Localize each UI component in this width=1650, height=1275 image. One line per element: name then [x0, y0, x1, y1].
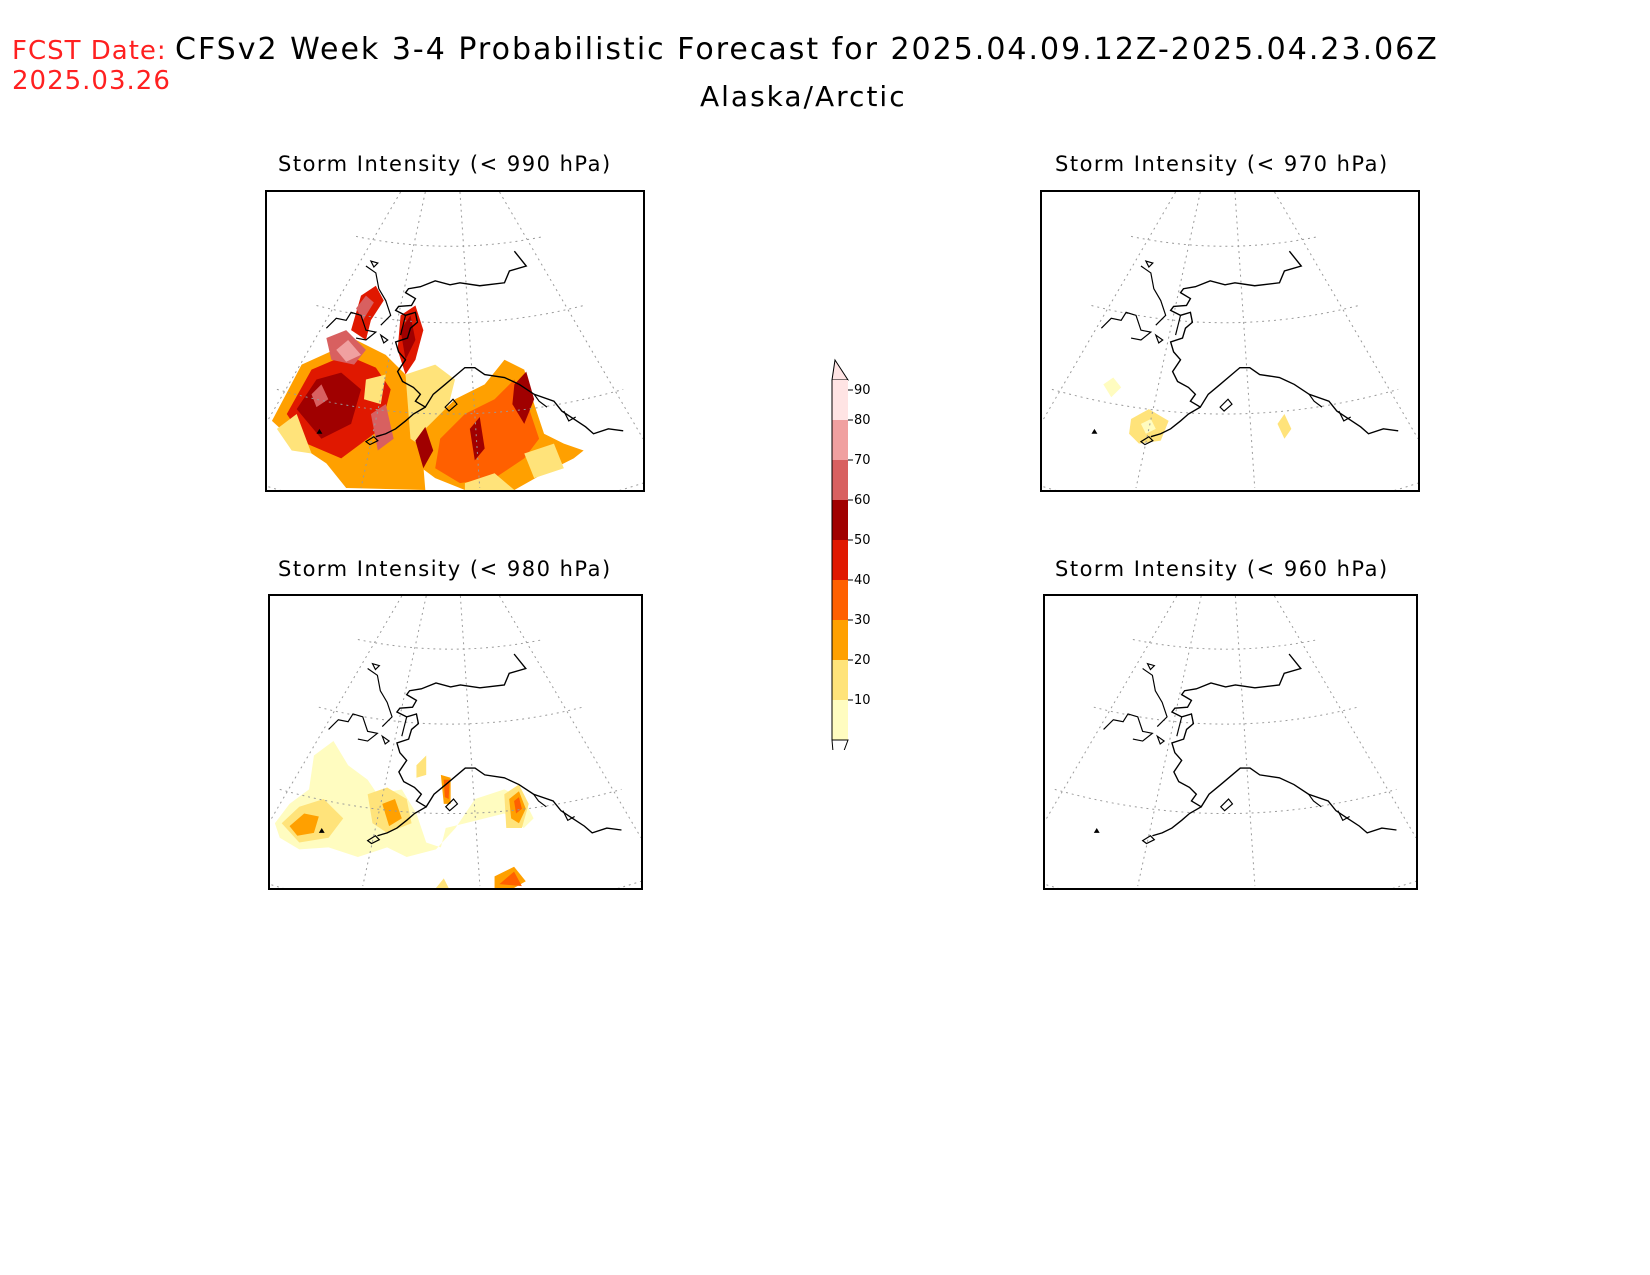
- colorbar-segment: [832, 660, 848, 700]
- probability-shading: [271, 285, 584, 490]
- map-panel-960: [1043, 594, 1418, 890]
- forecast-date-block: FCST Date: 2025.03.26: [12, 36, 171, 96]
- colorbar-segment: [832, 500, 848, 540]
- map-panel-990: [265, 190, 645, 492]
- colorbar-segment: [832, 540, 848, 580]
- map-panel-980: [268, 594, 643, 890]
- region-subtitle: Alaska/Arctic: [700, 80, 907, 113]
- colorbar-tick-label: 60: [854, 493, 871, 508]
- colorbar-segment: [832, 700, 848, 740]
- colorbar-legend: 90 80 70 60 50 40 30 20 10: [820, 330, 900, 776]
- panel-title-990: Storm Intensity (< 990 hPa): [278, 152, 612, 176]
- map-panel-970: [1040, 190, 1420, 492]
- colorbar-segment: [832, 380, 848, 420]
- forecast-date-value: 2025.03.26: [12, 66, 171, 96]
- panel-title-960: Storm Intensity (< 960 hPa): [1055, 557, 1389, 581]
- colorbar-tick-label: 50: [854, 533, 871, 548]
- colorbar-tick-label: 90: [854, 383, 871, 398]
- colorbar-tick-label: 10: [854, 693, 871, 708]
- forecast-date-label: FCST Date:: [12, 36, 167, 66]
- panel-title-980: Storm Intensity (< 980 hPa): [278, 557, 612, 581]
- colorbar-tick-label: 20: [854, 653, 871, 668]
- colorbar-segment: [832, 580, 848, 620]
- colorbar-cap-bottom: [831, 739, 849, 776]
- probability-shading: [1103, 377, 1292, 444]
- panel-title-970: Storm Intensity (< 970 hPa): [1055, 152, 1389, 176]
- page-title: CFSv2 Week 3-4 Probabilistic Forecast fo…: [175, 32, 1439, 67]
- colorbar-segment: [832, 420, 848, 460]
- colorbar-tick-label: 40: [854, 573, 871, 588]
- colorbar-tick-label: 70: [854, 453, 871, 468]
- colorbar-segment: [832, 460, 848, 500]
- colorbar-segment: [832, 620, 848, 660]
- colorbar-cap-top: [831, 358, 849, 381]
- colorbar-tick-label: 80: [854, 413, 871, 428]
- colorbar-tick-label: 30: [854, 613, 871, 628]
